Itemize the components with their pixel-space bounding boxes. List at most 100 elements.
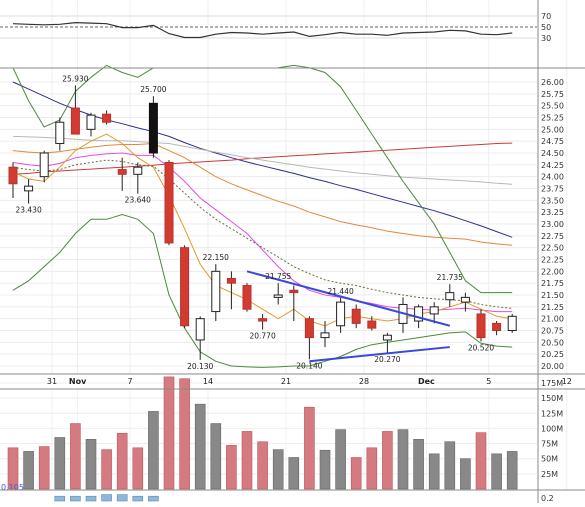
volume-bar [272,449,284,490]
bottom-indicator-bar [116,494,128,502]
volume-bar [38,446,50,490]
overlay-line [12,81,513,238]
price-label: 21.735 [437,273,463,282]
price-tick-label: 20.75 [541,327,564,336]
candle-body [86,114,96,130]
volume-bar [163,376,175,490]
volume-bar [335,429,346,490]
price-tick-label: 23.50 [541,196,564,205]
overlay-line [12,213,513,368]
candle-body [289,289,299,294]
volume-bar [70,423,81,490]
candle-body [367,320,377,329]
volume-bar [382,431,393,490]
overlay-line [12,159,513,309]
volume-bar [54,437,66,490]
price-tick-label: 24.75 [541,137,564,146]
volume-bar [350,457,362,490]
price-tick-label: 23.75 [541,185,564,194]
x-tick-label: 31 [47,377,57,386]
volume-bar [460,458,471,490]
candle-body [507,315,517,331]
candle-body [164,161,174,244]
x-tick-label: Nov [69,377,87,386]
candle-body [273,294,283,298]
candle-body [39,152,49,178]
candle-body [8,166,18,185]
volume-tick-label: 25M [541,470,558,479]
price-label: 25.930 [62,74,88,83]
price-tick-label: 25.00 [541,125,564,134]
rsi-layer [0,15,537,39]
volume-tick-label: 150M [541,394,563,403]
candle-body [414,306,424,322]
volume-tick-label: 125M [541,409,563,418]
price-tick-label: 21.00 [541,315,564,324]
trendline-layer [246,270,451,363]
volume-tick-label: 100M [541,424,563,433]
volume-bar [241,431,253,490]
price-tick-label: 25.75 [541,90,564,99]
x-tick-label: 14 [203,377,213,386]
x-tick-label: 7 [127,377,132,386]
candle-body [70,107,80,135]
candle-layer [8,85,517,360]
volume-tick-label: 50M [541,455,558,464]
price-label: 22.150 [203,253,229,262]
candle-body [382,334,392,341]
price-label: 25.700 [140,85,166,94]
candle-body [258,318,268,322]
price-tick-label: 24.00 [541,173,564,182]
price-tick-label: 22.75 [541,232,564,241]
candle-body [133,166,143,175]
volume-bar [85,439,97,490]
price-tick-label: 20.50 [541,338,564,347]
bottom-indicator-bar [85,495,97,502]
x-tick-label: Dec [418,377,435,386]
volume-tick-label: 75M [541,440,558,449]
volume-bar [444,441,456,490]
moving-average-layer [12,64,513,368]
volume-bar [210,423,222,490]
price-label: 20.270 [374,355,400,364]
price-tick-label: 21.50 [541,291,564,300]
candle-body [148,102,158,154]
candle-body [460,296,470,303]
bottom-indicator-label: 0.105 [1,483,24,492]
x-tick-label: 28 [359,377,369,386]
rsi-tick-label: 70 [541,12,551,21]
price-label: 20.770 [249,332,275,341]
price-tick-label: 24.50 [541,149,564,158]
price-tick-label: 21.75 [541,279,564,288]
volume-bar [319,449,331,490]
candle-body [476,313,486,339]
bottom-indicator-bar [70,495,81,502]
overlay-line [12,152,513,313]
trendline [246,270,451,327]
price-tick-label: 20.25 [541,350,564,359]
price-tick-label: 22.50 [541,244,564,253]
price-tick-label: 24.25 [541,161,564,170]
volume-bar [179,378,190,490]
candle-body [320,332,330,339]
rsi-tick-label: 50 [541,23,551,32]
candle-body [117,169,127,175]
price-tick-label: 26.00 [541,78,564,87]
bottom-indicator-bar [101,494,112,502]
price-tick-label: 23.00 [541,220,564,229]
volume-bar [491,453,502,490]
price-label: 23.430 [15,206,41,215]
price-tick-label: 25.25 [541,114,564,123]
price-tick-label: 22.00 [541,267,564,276]
candle-body [429,306,439,315]
candle-body [304,318,314,339]
rsi-tick-label: 30 [541,34,551,43]
volume-bar [304,406,315,490]
candle-body [55,121,65,145]
overlay-line [12,135,513,185]
x-tick-label: 12 [562,377,572,386]
candle-body [445,292,455,301]
overlay-line [12,142,513,175]
x-tick-label: 5 [486,377,491,386]
